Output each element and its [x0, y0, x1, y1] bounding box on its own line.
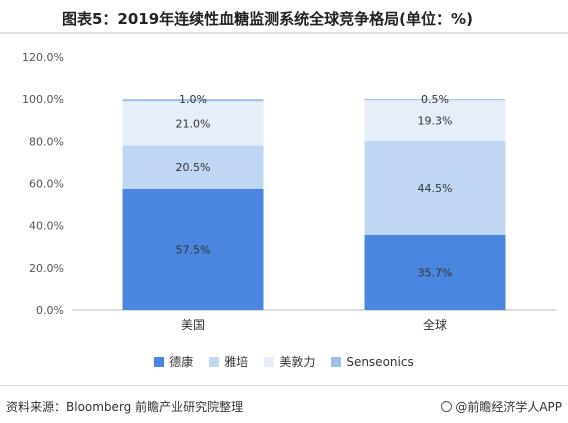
legend-swatch-senseonics — [331, 356, 342, 367]
y-tick-label: 0.0% — [36, 304, 64, 317]
y-tick-label: 100.0% — [22, 93, 64, 106]
x-tick-label: 美国 — [181, 318, 205, 332]
data-label: 44.5% — [418, 182, 453, 195]
bar-segment — [122, 99, 264, 102]
brand-credit: @前瞻经济学人APP — [441, 398, 562, 415]
data-label: 35.7% — [418, 266, 453, 279]
bar-segment — [122, 188, 264, 310]
legend-item-abbott: 雅培 — [209, 353, 248, 370]
brand-text: @前瞻经济学人APP — [455, 400, 562, 414]
legend-swatch-abbott — [209, 356, 220, 367]
data-label: 1.0% — [179, 93, 207, 106]
legend-item-senseonics: Senseonics — [331, 353, 414, 370]
stacked-bar-chart: 0.0% 20.0% 40.0% 60.0% 80.0% 100.0% 120.0% 美国 57… — [22, 51, 556, 332]
bar-segment — [122, 145, 264, 189]
brand-logo-icon — [441, 401, 453, 412]
data-label: 0.5% — [421, 93, 449, 106]
y-tick-label: 120.0% — [22, 51, 64, 64]
bar-segment — [364, 234, 506, 310]
legend-item-medtronic: 美敦力 — [264, 353, 315, 370]
data-label: 20.5% — [176, 161, 211, 174]
y-tick-label: 20.0% — [29, 262, 64, 275]
chart-title: 图表5：2019年连续性血糖监测系统全球竞争格局(单位：%) — [62, 10, 473, 28]
y-tick-label: 80.0% — [29, 135, 64, 148]
y-tick-label: 60.0% — [29, 178, 64, 191]
bar-segment — [364, 99, 506, 101]
source-note: 资料来源：Bloomberg 前瞻产业研究院整理 — [6, 400, 244, 414]
data-label: 19.3% — [418, 115, 453, 128]
data-label: 21.0% — [176, 117, 211, 130]
legend-label-senseonics: Senseonics — [346, 354, 414, 369]
legend-swatch-dexcom — [154, 356, 165, 367]
legend-item-dexcom: 德康 — [154, 353, 193, 370]
data-label: 57.5% — [176, 243, 211, 256]
legend-label-dexcom: 德康 — [169, 355, 194, 369]
legend-swatch-medtronic — [264, 356, 275, 367]
bar-segment — [364, 100, 506, 141]
y-tick-label: 40.0% — [29, 220, 64, 233]
footer-divider — [0, 385, 568, 386]
legend-label-abbott: 雅培 — [224, 355, 249, 369]
bar-segment — [364, 140, 506, 235]
title-divider — [0, 32, 568, 34]
x-tick-label: 全球 — [423, 317, 447, 332]
legend-label-medtronic: 美敦力 — [279, 355, 316, 369]
chart-legend: 德康 雅培 美敦力 Senseonics — [0, 353, 568, 370]
bar-segment — [122, 101, 264, 146]
